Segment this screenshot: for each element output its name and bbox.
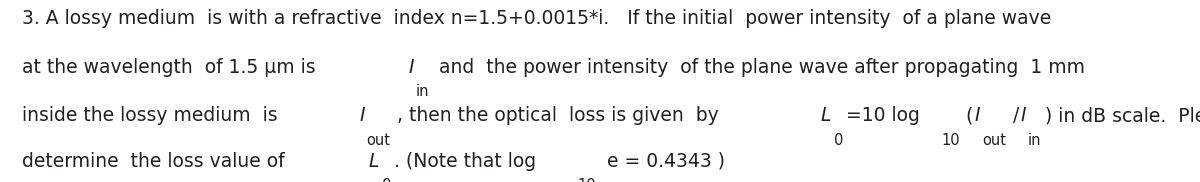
Text: I: I	[1021, 106, 1026, 125]
Text: at the wavelength  of 1.5 μm is: at the wavelength of 1.5 μm is	[22, 58, 322, 77]
Text: L: L	[368, 152, 379, 171]
Text: in: in	[415, 84, 428, 99]
Text: 10: 10	[577, 178, 596, 182]
Text: /: /	[1013, 106, 1019, 125]
Text: and  the power intensity  of the plane wave after propagating  1 mm: and the power intensity of the plane wav…	[433, 58, 1085, 77]
Text: ) in dB scale.  Please: ) in dB scale. Please	[1045, 106, 1200, 125]
Text: out: out	[982, 133, 1006, 148]
Text: I: I	[408, 58, 414, 77]
Text: e = 0.4343 ): e = 0.4343 )	[601, 152, 725, 171]
Text: I: I	[974, 106, 980, 125]
Text: 3. A lossy medium  is with a refractive  index n=1.5+0.0015*i.   If the initial : 3. A lossy medium is with a refractive i…	[22, 9, 1051, 28]
Text: inside the lossy medium  is: inside the lossy medium is	[22, 106, 283, 125]
Text: 0: 0	[382, 178, 391, 182]
Text: in: in	[1028, 133, 1042, 148]
Text: (: (	[965, 106, 972, 125]
Text: 0: 0	[834, 133, 844, 148]
Text: determine  the loss value of: determine the loss value of	[22, 152, 290, 171]
Text: 10: 10	[941, 133, 960, 148]
Text: , then the optical  loss is given  by: , then the optical loss is given by	[397, 106, 725, 125]
Text: L: L	[820, 106, 830, 125]
Text: I: I	[359, 106, 365, 125]
Text: . (Note that log: . (Note that log	[394, 152, 536, 171]
Text: out: out	[366, 133, 390, 148]
Text: =10 log: =10 log	[846, 106, 919, 125]
